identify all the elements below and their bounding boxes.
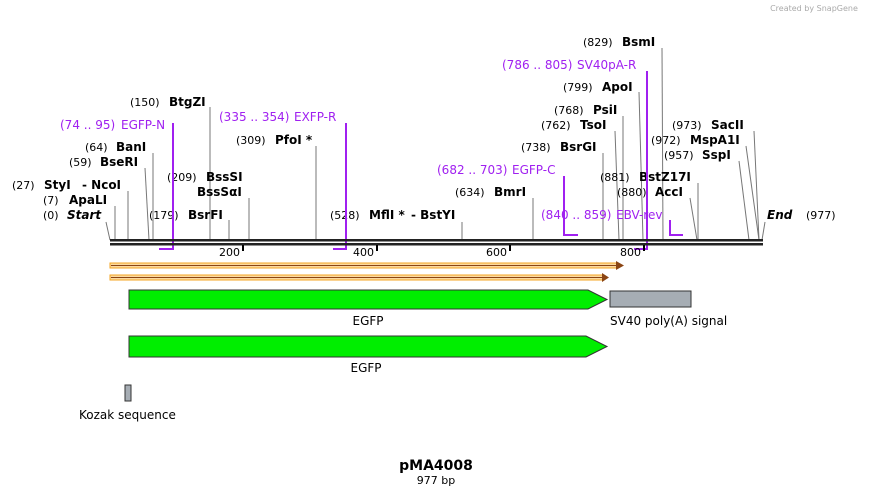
enzyme-pos: (972) [651, 134, 681, 147]
enzyme-pos: (7) [43, 194, 59, 207]
enzyme-pos: (634) [455, 186, 485, 199]
enzyme-MspA1I[interactable]: MspA1I [690, 133, 740, 147]
primer-SV40pA-R-mark[interactable] [634, 71, 648, 250]
primer-range: (682 .. 703) [437, 163, 507, 177]
enzyme-PfoI[interactable]: PfoI * [275, 133, 313, 147]
enzyme-labels: (0) Start (7) ApaLI (27) StyI - NcoI (59… [12, 35, 836, 222]
plasmid-title: pMA4008 [399, 458, 473, 474]
enzyme-BtgZI[interactable]: BtgZI [169, 95, 206, 109]
end-pos: (977) [806, 209, 836, 222]
enzyme-AccI[interactable]: AccI [655, 185, 683, 199]
primer-EXFP-R[interactable]: EXFP-R [294, 110, 336, 124]
enzyme-SspI[interactable]: SspI [702, 148, 731, 162]
primer-EGFP-N-mark[interactable] [159, 123, 174, 250]
enzyme-BanI[interactable]: BanI [116, 140, 146, 154]
enzyme-BsrFI[interactable]: BsrFI [188, 208, 223, 222]
feature-EGFP-arrow-2[interactable] [128, 335, 609, 358]
sequence-backbone: 200 400 600 800 [110, 239, 763, 259]
tick-label: 800 [620, 246, 641, 259]
primer-EXFP-R-mark[interactable] [333, 123, 347, 250]
end-label: End [767, 208, 793, 222]
enzyme-ApoI[interactable]: ApoI [602, 80, 633, 94]
enzyme-pos: (738) [521, 141, 551, 154]
enzyme-BsmI[interactable]: BsmI [622, 35, 655, 49]
enzyme-pos: (59) [69, 156, 92, 169]
tick-label: 600 [486, 246, 507, 259]
enzyme-BstYI[interactable]: - BstYI [411, 208, 455, 222]
enzyme-pos: (150) [130, 96, 160, 109]
enzyme-BstZ17I[interactable]: BstZ17I [639, 170, 691, 184]
primers: (74 .. 95) EGFP-N (335 .. 354) EXFP-R (6… [60, 58, 683, 250]
feature-kozak-label: Kozak sequence [79, 408, 176, 422]
enzyme-pos: (309) [236, 134, 266, 147]
primer-EBV-rev-mark[interactable] [669, 220, 683, 236]
enzyme-pos: (179) [149, 209, 179, 222]
feature-EGFP-label: EGFP [352, 314, 383, 328]
primer-SV40pA-R[interactable]: SV40pA-R [577, 58, 636, 72]
primer-EGFP-C[interactable]: EGFP-C [512, 163, 555, 177]
enzyme-pos: (64) [85, 141, 108, 154]
tick-label: 200 [219, 246, 240, 259]
enzyme-pos: (762) [541, 119, 571, 132]
snapgene-watermark: Created by SnapGene [770, 4, 858, 13]
cut-site-lines [105, 47, 766, 241]
enzyme-SacII[interactable]: SacII [711, 118, 744, 132]
enzyme-BsrGI[interactable]: BsrGI [560, 140, 597, 154]
enzyme-pos: (768) [554, 104, 584, 117]
primer-EGFP-C-mark[interactable] [563, 176, 578, 236]
enzyme-BmrI[interactable]: BmrI [494, 185, 526, 199]
feature-EGFP-arrow[interactable] [128, 289, 609, 310]
enzyme-MflI[interactable]: MflI * [369, 208, 405, 222]
enzyme-PsiI[interactable]: PsiI [593, 103, 617, 117]
feature-SV40-polyA-label: SV40 poly(A) signal [610, 314, 727, 328]
enzyme-pos: (209) [167, 171, 197, 184]
enzyme-ApaLI[interactable]: ApaLI [69, 193, 107, 207]
enzyme-pos: (799) [563, 81, 593, 94]
primer-EBV-rev[interactable]: EBV-rev [616, 208, 662, 222]
enzyme-pos: (957) [664, 149, 694, 162]
enzyme-TsoI[interactable]: TsoI [580, 118, 606, 132]
enzyme-BssSI[interactable]: BssSI [206, 170, 243, 184]
enzyme-NcoI[interactable]: - NcoI [82, 178, 121, 192]
start-pos: (0) [43, 209, 59, 222]
start-label: Start [67, 208, 102, 222]
features: EGFP SV40 poly(A) signal EGFP Kozak sequ… [79, 289, 727, 422]
primer-range: (74 .. 95) [60, 118, 115, 132]
feature-SV40-polyA-box[interactable] [609, 290, 692, 308]
plasmid-length: 977 bp [417, 474, 455, 487]
primer-EGFP-N[interactable]: EGFP-N [121, 118, 165, 132]
primer-range: (335 .. 354) [219, 110, 289, 124]
primer-range: (840 .. 859) [541, 208, 611, 222]
enzyme-StyI[interactable]: StyI [44, 178, 71, 192]
orf-arrows[interactable] [109, 261, 624, 282]
tick-label: 400 [353, 246, 374, 259]
enzyme-pos: (27) [12, 179, 35, 192]
feature-EGFP-label-2: EGFP [350, 361, 381, 375]
enzyme-pos: (881) [600, 171, 630, 184]
enzyme-BseRI[interactable]: BseRI [100, 155, 138, 169]
feature-kozak-box[interactable] [124, 384, 132, 402]
primer-range: (786 .. 805) [502, 58, 572, 72]
enzyme-BssSaI[interactable]: BssSαI [197, 185, 242, 199]
enzyme-pos: (528) [330, 209, 360, 222]
enzyme-pos: (829) [583, 36, 613, 49]
enzyme-pos: (973) [672, 119, 702, 132]
enzyme-pos: (880) [617, 186, 647, 199]
